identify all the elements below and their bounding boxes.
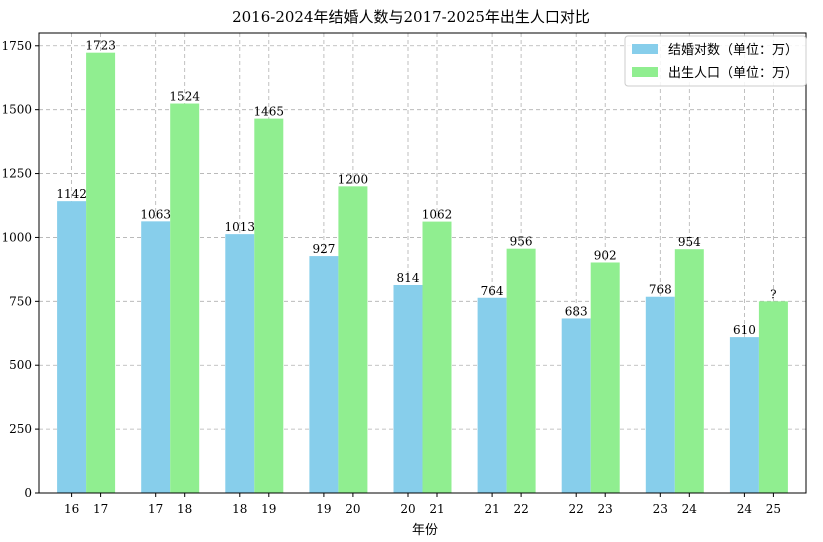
legend-swatch-birth [632,67,658,77]
plot-frame [38,32,807,494]
y-tick-label: 500 [9,358,32,372]
bar-birth [590,262,620,493]
data-label-birth: ? [770,287,776,301]
bar-birth [506,248,536,493]
data-label-birth: 1723 [85,39,116,53]
bar-marriage [141,221,171,493]
data-label-birth: 1524 [169,90,200,104]
data-label-marriage: 1013 [225,220,256,234]
data-label-birth: 1062 [422,208,453,222]
x-tick-label-birth: 19 [261,502,276,516]
bars [57,52,788,494]
y-tick-label: 1250 [1,167,32,181]
bar-marriage [57,201,87,493]
data-label-marriage: 683 [565,304,588,318]
y-tick-label: 1500 [1,103,32,117]
x-axis-label: 年份 [412,523,438,538]
bar-marriage [309,256,339,493]
data-label-birth: 902 [594,248,617,262]
y-tick-label: 250 [9,422,32,436]
bar-marriage [225,234,255,493]
x-tick-label-birth: 17 [93,502,108,516]
bar-marriage [477,297,507,493]
data-label-marriage: 814 [397,271,420,285]
data-label-birth: 956 [510,235,533,249]
x-tick-label-marriage: 24 [737,502,753,516]
bar-birth [338,186,368,494]
x-tick-label-birth: 24 [682,502,698,516]
bar-marriage [645,296,675,493]
x-axis: 16 17 17 18 18 19 19 20 20 21 21 22 22 23 23 24 24 25 [64,493,781,516]
x-tick-label-marriage: 21 [484,502,499,516]
y-tick-label: 1000 [1,230,32,244]
bar-birth [86,52,116,494]
data-label-marriage: 1063 [140,207,171,221]
legend-label-marriage: 结婚对数（单位：万） [668,43,798,58]
legend-swatch-marriage [632,44,658,54]
x-tick-label-marriage: 17 [148,502,163,516]
legend: 结婚对数（单位：万） 出生人口（单位：万） [624,35,807,87]
bar-marriage [393,284,423,493]
x-tick-label-marriage: 22 [569,502,584,516]
x-tick-label-birth: 20 [345,502,360,516]
y-tick-label: 750 [9,294,32,308]
data-label-marriage: 764 [481,284,504,298]
data-label-birth: 1465 [254,105,285,119]
x-tick-label-marriage: 19 [316,502,331,516]
legend-frame [624,35,807,87]
x-tick-label-marriage: 16 [64,502,79,516]
y-tick-label: 0 [24,486,32,500]
data-label-marriage: 1142 [56,187,87,201]
data-labels: 1142 1723 1063 1524 1013 1465 927 1200 814 1062 76… [56,39,776,337]
data-label-marriage: 927 [312,242,335,256]
data-label-birth: 1200 [338,172,369,186]
data-label-marriage: 768 [649,283,672,297]
chart-title: 2016-2024年结婚人数与2017-2025年出生人口对比 [232,8,590,26]
x-tick-label-birth: 18 [177,502,192,516]
bar-marriage [729,337,759,493]
bar-birth [674,249,704,493]
y-tick-label: 1750 [1,39,32,53]
data-label-marriage: 610 [733,323,756,337]
x-tick-label-marriage: 23 [653,502,668,516]
bar-birth [422,221,452,493]
y-axis: 0 250 500 750 1000 1250 1500 1750 [1,39,39,500]
x-tick-label-birth: 23 [598,502,613,516]
x-tick-label-marriage: 20 [400,502,415,516]
legend-label-birth: 出生人口（单位：万） [668,66,798,81]
bar-marriage [561,318,591,493]
x-tick-label-marriage: 18 [232,502,247,516]
bar-birth [758,301,788,493]
data-label-birth: 954 [678,235,701,249]
bar-birth [254,118,284,493]
x-tick-label-birth: 22 [513,502,528,516]
x-tick-label-birth: 25 [766,502,781,516]
bar-birth [170,103,200,494]
x-tick-label-birth: 21 [429,502,444,516]
